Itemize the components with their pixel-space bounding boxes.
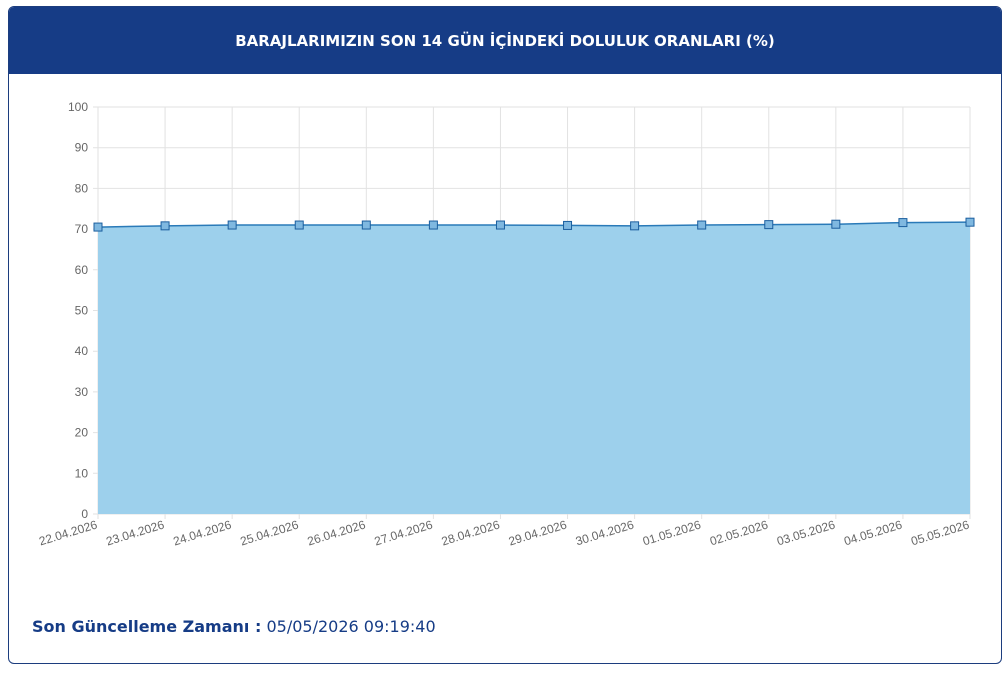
x-tick-label: 24.04.2026 <box>171 517 233 548</box>
x-tick-label: 26.04.2026 <box>306 517 368 548</box>
x-tick-label: 30.04.2026 <box>574 517 636 548</box>
x-tick-label: 05.05.2026 <box>909 517 971 548</box>
line <box>97 221 971 228</box>
point <box>697 220 707 230</box>
x-tick-label: 28.04.2026 <box>440 517 502 548</box>
y-tick-label: 80 <box>75 181 89 195</box>
y-tick-label: 10 <box>75 466 89 480</box>
point <box>160 221 170 231</box>
point <box>563 220 573 230</box>
y-tick-label: 90 <box>75 141 89 155</box>
point <box>764 220 774 230</box>
y-tick-label: 70 <box>75 222 89 236</box>
x-tick-label: 27.04.2026 <box>373 517 435 548</box>
y-tick-label: 100 <box>68 100 88 114</box>
point <box>898 218 908 228</box>
footer-value: 05/05/2026 09:19:40 <box>266 617 436 636</box>
point <box>630 221 640 231</box>
point <box>428 220 438 230</box>
chart-title: BARAJLARIMIZIN SON 14 GÜN İÇİNDEKİ DOLUL… <box>9 7 1001 74</box>
x-tick-label: 02.05.2026 <box>708 517 770 548</box>
point <box>361 220 371 230</box>
y-tick-label: 60 <box>75 263 89 277</box>
point <box>227 220 237 230</box>
card: BARAJLARIMIZIN SON 14 GÜN İÇİNDEKİ DOLUL… <box>8 6 1002 664</box>
y-tick-label: 50 <box>75 304 89 318</box>
point <box>495 220 505 230</box>
area-fill <box>98 222 970 514</box>
y-tick-label: 40 <box>75 344 89 358</box>
footer: Son Güncelleme Zamanı : 05/05/2026 09:19… <box>32 617 436 636</box>
x-tick-label: 03.05.2026 <box>775 517 837 548</box>
footer-label: Son Güncelleme Zamanı : <box>32 617 262 636</box>
x-tick-label: 29.04.2026 <box>507 517 569 548</box>
x-tick-label: 22.04.2026 <box>37 517 99 548</box>
x-tick-label: 04.05.2026 <box>842 517 904 548</box>
y-tick-label: 30 <box>75 385 89 399</box>
point <box>965 217 975 227</box>
x-tick-label: 01.05.2026 <box>641 517 703 548</box>
y-tick-label: 20 <box>75 426 89 440</box>
chart: 0 10 20 30 40 50 60 70 80 90 100 22.04.2026 23.04.20… <box>37 100 975 548</box>
y-tick-label: 0 <box>81 507 88 521</box>
point <box>831 219 841 229</box>
x-tick-label: 23.04.2026 <box>104 517 166 548</box>
point <box>294 220 304 230</box>
point <box>93 222 103 232</box>
x-tick-label: 25.04.2026 <box>239 517 301 548</box>
